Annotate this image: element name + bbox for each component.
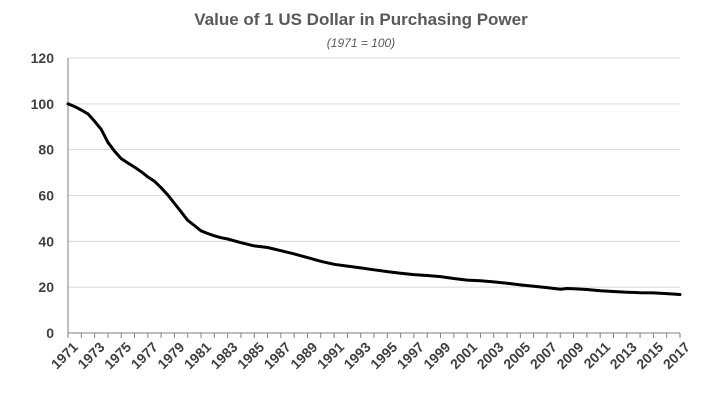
x-tick-label: 1985 [234,339,267,372]
x-tick-label: 1973 [74,339,107,372]
x-tick-label: 2013 [606,339,639,372]
y-tick-label: 20 [38,279,54,295]
x-tick-label: 1981 [181,339,214,372]
chart-subtitle: (1971 = 100) [326,36,396,50]
x-tick-label: 1975 [101,339,134,372]
x-tick-label: 2005 [500,339,533,372]
gridlines [68,57,680,288]
y-tick-label: 120 [31,50,55,66]
y-tick-label: 0 [46,325,54,341]
y-tick-label: 40 [38,233,54,249]
y-tick-label: 100 [31,96,55,112]
y-tick-label: 60 [38,188,54,204]
x-tick-label: 2011 [580,339,613,372]
x-tick-label: 2009 [553,339,586,372]
y-tick-label: 80 [38,142,54,158]
y-tick-labels: 0 20 40 60 80 100 120 [31,50,55,341]
series-layer [66,102,682,296]
x-tick-label: 2003 [473,339,506,372]
x-tick-label: 2001 [447,339,480,372]
chart-title: Value of 1 US Dollar in Purchasing Power [194,10,528,29]
x-tick-label: 2007 [527,339,560,372]
series-line [66,102,682,296]
x-tick-label: 1995 [367,339,400,372]
x-tick-label: 2017 [660,339,693,372]
x-tick-label: 1991 [314,339,347,372]
x-tick-label: 2015 [633,339,666,372]
x-tick-label: 1977 [128,339,161,372]
x-tick-label: 1979 [154,339,187,372]
x-tick-label: 1987 [261,339,294,372]
x-tick-label: 1971 [48,339,81,372]
x-tick-label: 1993 [340,339,373,372]
x-tick-label: 1999 [420,339,453,372]
axes [67,58,681,338]
x-tick-label: 1997 [394,339,427,372]
x-tick-label: 1983 [207,339,240,372]
x-tick-label: 1989 [287,339,320,372]
x-tick-labels: 1971197319751977197919811983198519871989… [48,339,693,372]
